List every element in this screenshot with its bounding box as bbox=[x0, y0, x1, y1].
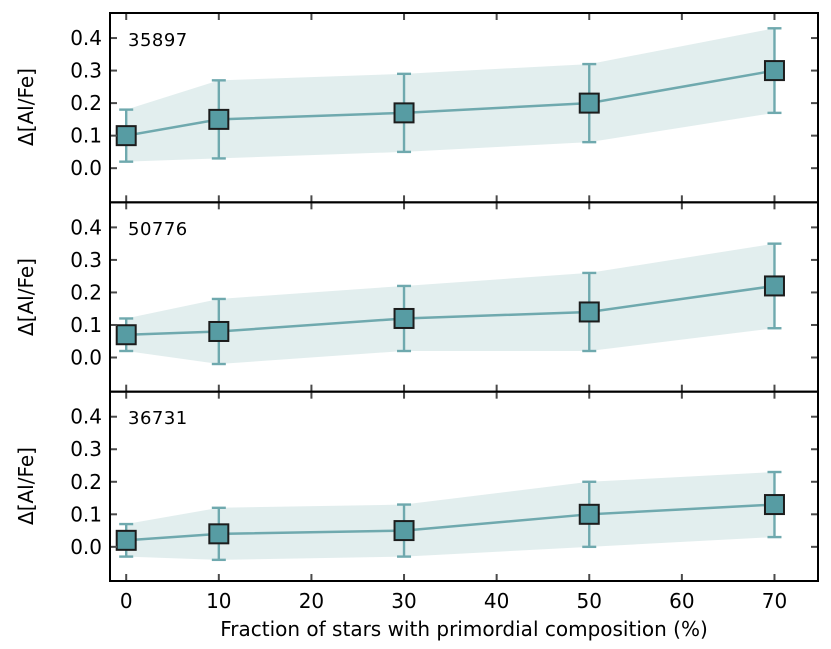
panel-3-star-id: 36731 bbox=[128, 408, 188, 429]
panel-frame bbox=[109, 390, 819, 582]
y-tick-label: 0.4 bbox=[70, 405, 102, 429]
error-band bbox=[126, 472, 775, 560]
y-tick-label: 0.1 bbox=[70, 313, 102, 337]
x-axis-label: Fraction of stars with primordial compos… bbox=[220, 617, 708, 641]
data-point-marker bbox=[208, 523, 230, 545]
x-tick-label: 40 bbox=[484, 589, 509, 613]
x-tick-label: 60 bbox=[669, 589, 694, 613]
y-tick-label: 0.0 bbox=[70, 535, 102, 559]
y-tick-label: 0.3 bbox=[70, 59, 102, 83]
data-point-marker bbox=[393, 520, 415, 542]
y-tick-label: 0.3 bbox=[70, 248, 102, 272]
panel-2-star-id: 50776 bbox=[128, 219, 188, 240]
error-band bbox=[126, 28, 775, 162]
y-tick-label: 0.2 bbox=[70, 91, 102, 115]
x-tick-label: 0 bbox=[120, 589, 133, 613]
x-tick-label: 20 bbox=[299, 589, 324, 613]
y-tick-label: 0.3 bbox=[70, 437, 102, 461]
data-point-marker bbox=[208, 320, 230, 342]
data-point-marker bbox=[393, 307, 415, 329]
y-tick-label: 0.4 bbox=[70, 215, 102, 239]
data-point-marker bbox=[763, 60, 785, 82]
data-point-marker bbox=[763, 494, 785, 516]
x-tick-label: 70 bbox=[762, 589, 787, 613]
panel-1-star-id: 35897 bbox=[128, 30, 188, 51]
data-point-marker bbox=[115, 125, 137, 147]
y-tick-label: 0.1 bbox=[70, 502, 102, 526]
y-tick-label: 0.4 bbox=[70, 26, 102, 50]
data-point-marker bbox=[578, 301, 600, 323]
x-tick-label: 10 bbox=[206, 589, 231, 613]
data-point-marker bbox=[393, 102, 415, 124]
data-point-marker bbox=[578, 92, 600, 114]
y-tick-label: 0.2 bbox=[70, 280, 102, 304]
y-tick-label: 0.1 bbox=[70, 124, 102, 148]
y-tick-label: 0.2 bbox=[70, 470, 102, 494]
x-tick-label: 50 bbox=[577, 589, 602, 613]
data-point-marker bbox=[578, 503, 600, 525]
data-point-marker bbox=[115, 529, 137, 551]
data-point-marker bbox=[763, 275, 785, 297]
error-band bbox=[126, 243, 775, 365]
y-tick-label: 0.0 bbox=[70, 346, 102, 370]
y-tick-label: 0.0 bbox=[70, 156, 102, 180]
data-point-marker bbox=[208, 108, 230, 130]
panel-3: 0.0 0.1 0.2 0.3 0.4 bbox=[70, 390, 819, 582]
panel-2: 0.0 0.1 0.2 0.3 0.4 bbox=[70, 201, 819, 393]
x-tick-label: 30 bbox=[391, 589, 416, 613]
data-point-marker bbox=[115, 324, 137, 346]
